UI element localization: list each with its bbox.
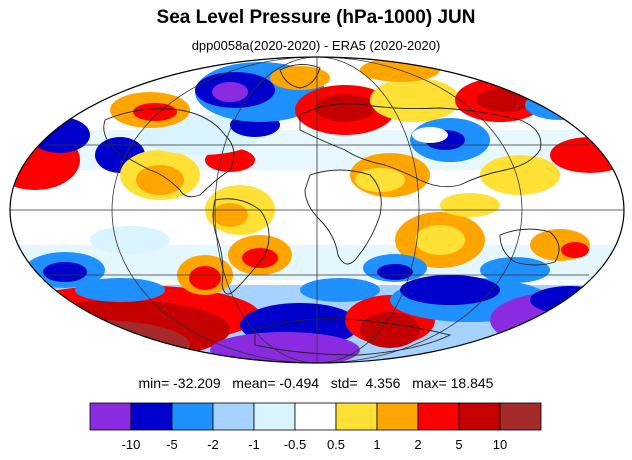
max-label: max=: [412, 375, 447, 391]
mean-value: -0.494: [279, 375, 320, 391]
colorbar-tick-label: -5: [166, 437, 178, 452]
colorbar-tick-label: 0.5: [327, 437, 345, 452]
colorbar-swatch: [130, 402, 173, 431]
colorbar-tick-label: 2: [414, 437, 421, 452]
colorbar-swatch: [171, 402, 214, 431]
colorbar-tick-label: -2: [207, 437, 219, 452]
colorbar-tick-label: -0.5: [284, 437, 306, 452]
colorbar-swatch: [253, 402, 296, 431]
std-value: 4.356: [365, 375, 401, 391]
mollweide-map: [9, 56, 625, 364]
min-label: min=: [138, 375, 170, 391]
colorbar-swatch: [458, 402, 501, 431]
colorbar-tick-label: -1: [248, 437, 260, 452]
colorbar-swatch: [212, 402, 255, 431]
std-label: std=: [330, 375, 358, 391]
colorbar-tick-label: 10: [493, 437, 507, 452]
colorbar-tick-label: 1: [373, 437, 380, 452]
colorbar-swatch: [294, 402, 337, 431]
max-value: 18.845: [450, 375, 494, 391]
colorbar-swatch: [89, 402, 132, 431]
colorbar-tick-label: -10: [122, 437, 141, 452]
colorbar-tick-label: 5: [455, 437, 462, 452]
coastlines: [103, 64, 560, 356]
colorbar-swatch: [499, 402, 542, 431]
colorbar-swatch: [376, 402, 419, 431]
map-title: Sea Level Pressure (hPa-1000) JUN: [156, 7, 476, 28]
colorbar-swatch: [335, 402, 378, 431]
map-subtitle: dpp0058a(2020-2020) - ERA5 (2020-2020): [191, 38, 441, 53]
globe-outline: [9, 56, 625, 364]
colorbar-swatch: [417, 402, 460, 431]
statistics-line: min= -32.209 mean= -0.494 std= 4.356 max…: [0, 375, 632, 391]
min-value: -32.209: [173, 375, 221, 391]
mean-label: mean=: [232, 375, 276, 391]
